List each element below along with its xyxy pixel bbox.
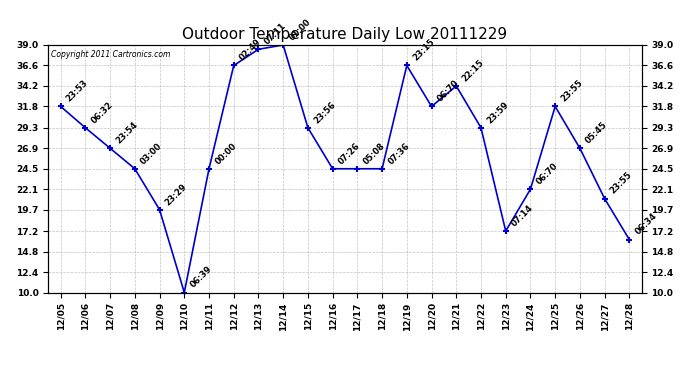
Text: 23:59: 23:59 [485, 100, 511, 125]
Text: 01:00: 01:00 [287, 17, 313, 42]
Text: 03:00: 03:00 [139, 141, 164, 166]
Text: 23:53: 23:53 [65, 78, 90, 104]
Text: 07:11: 07:11 [263, 21, 288, 46]
Text: 06:70: 06:70 [535, 161, 560, 186]
Text: 02:49: 02:49 [238, 38, 263, 63]
Text: 06:39: 06:39 [188, 265, 214, 290]
Text: 05:45: 05:45 [584, 120, 609, 146]
Text: 06:32: 06:32 [90, 100, 115, 125]
Text: 23:15: 23:15 [411, 38, 436, 63]
Text: 00:00: 00:00 [213, 141, 238, 166]
Text: 07:14: 07:14 [510, 203, 535, 228]
Text: 07:26: 07:26 [337, 141, 362, 166]
Text: 23:56: 23:56 [312, 100, 337, 125]
Text: 23:55: 23:55 [609, 171, 634, 196]
Text: Copyright 2011 Cartronics.com: Copyright 2011 Cartronics.com [51, 50, 170, 59]
Text: 07:36: 07:36 [386, 141, 411, 166]
Text: 06:70: 06:70 [435, 79, 461, 104]
Text: 23:55: 23:55 [560, 78, 584, 104]
Text: 22:15: 22:15 [460, 58, 486, 83]
Text: 05:08: 05:08 [362, 141, 386, 166]
Title: Outdoor Temperature Daily Low 20111229: Outdoor Temperature Daily Low 20111229 [182, 27, 508, 42]
Text: 23:54: 23:54 [115, 120, 139, 146]
Text: 23:29: 23:29 [164, 182, 189, 207]
Text: 06:34: 06:34 [633, 211, 659, 237]
